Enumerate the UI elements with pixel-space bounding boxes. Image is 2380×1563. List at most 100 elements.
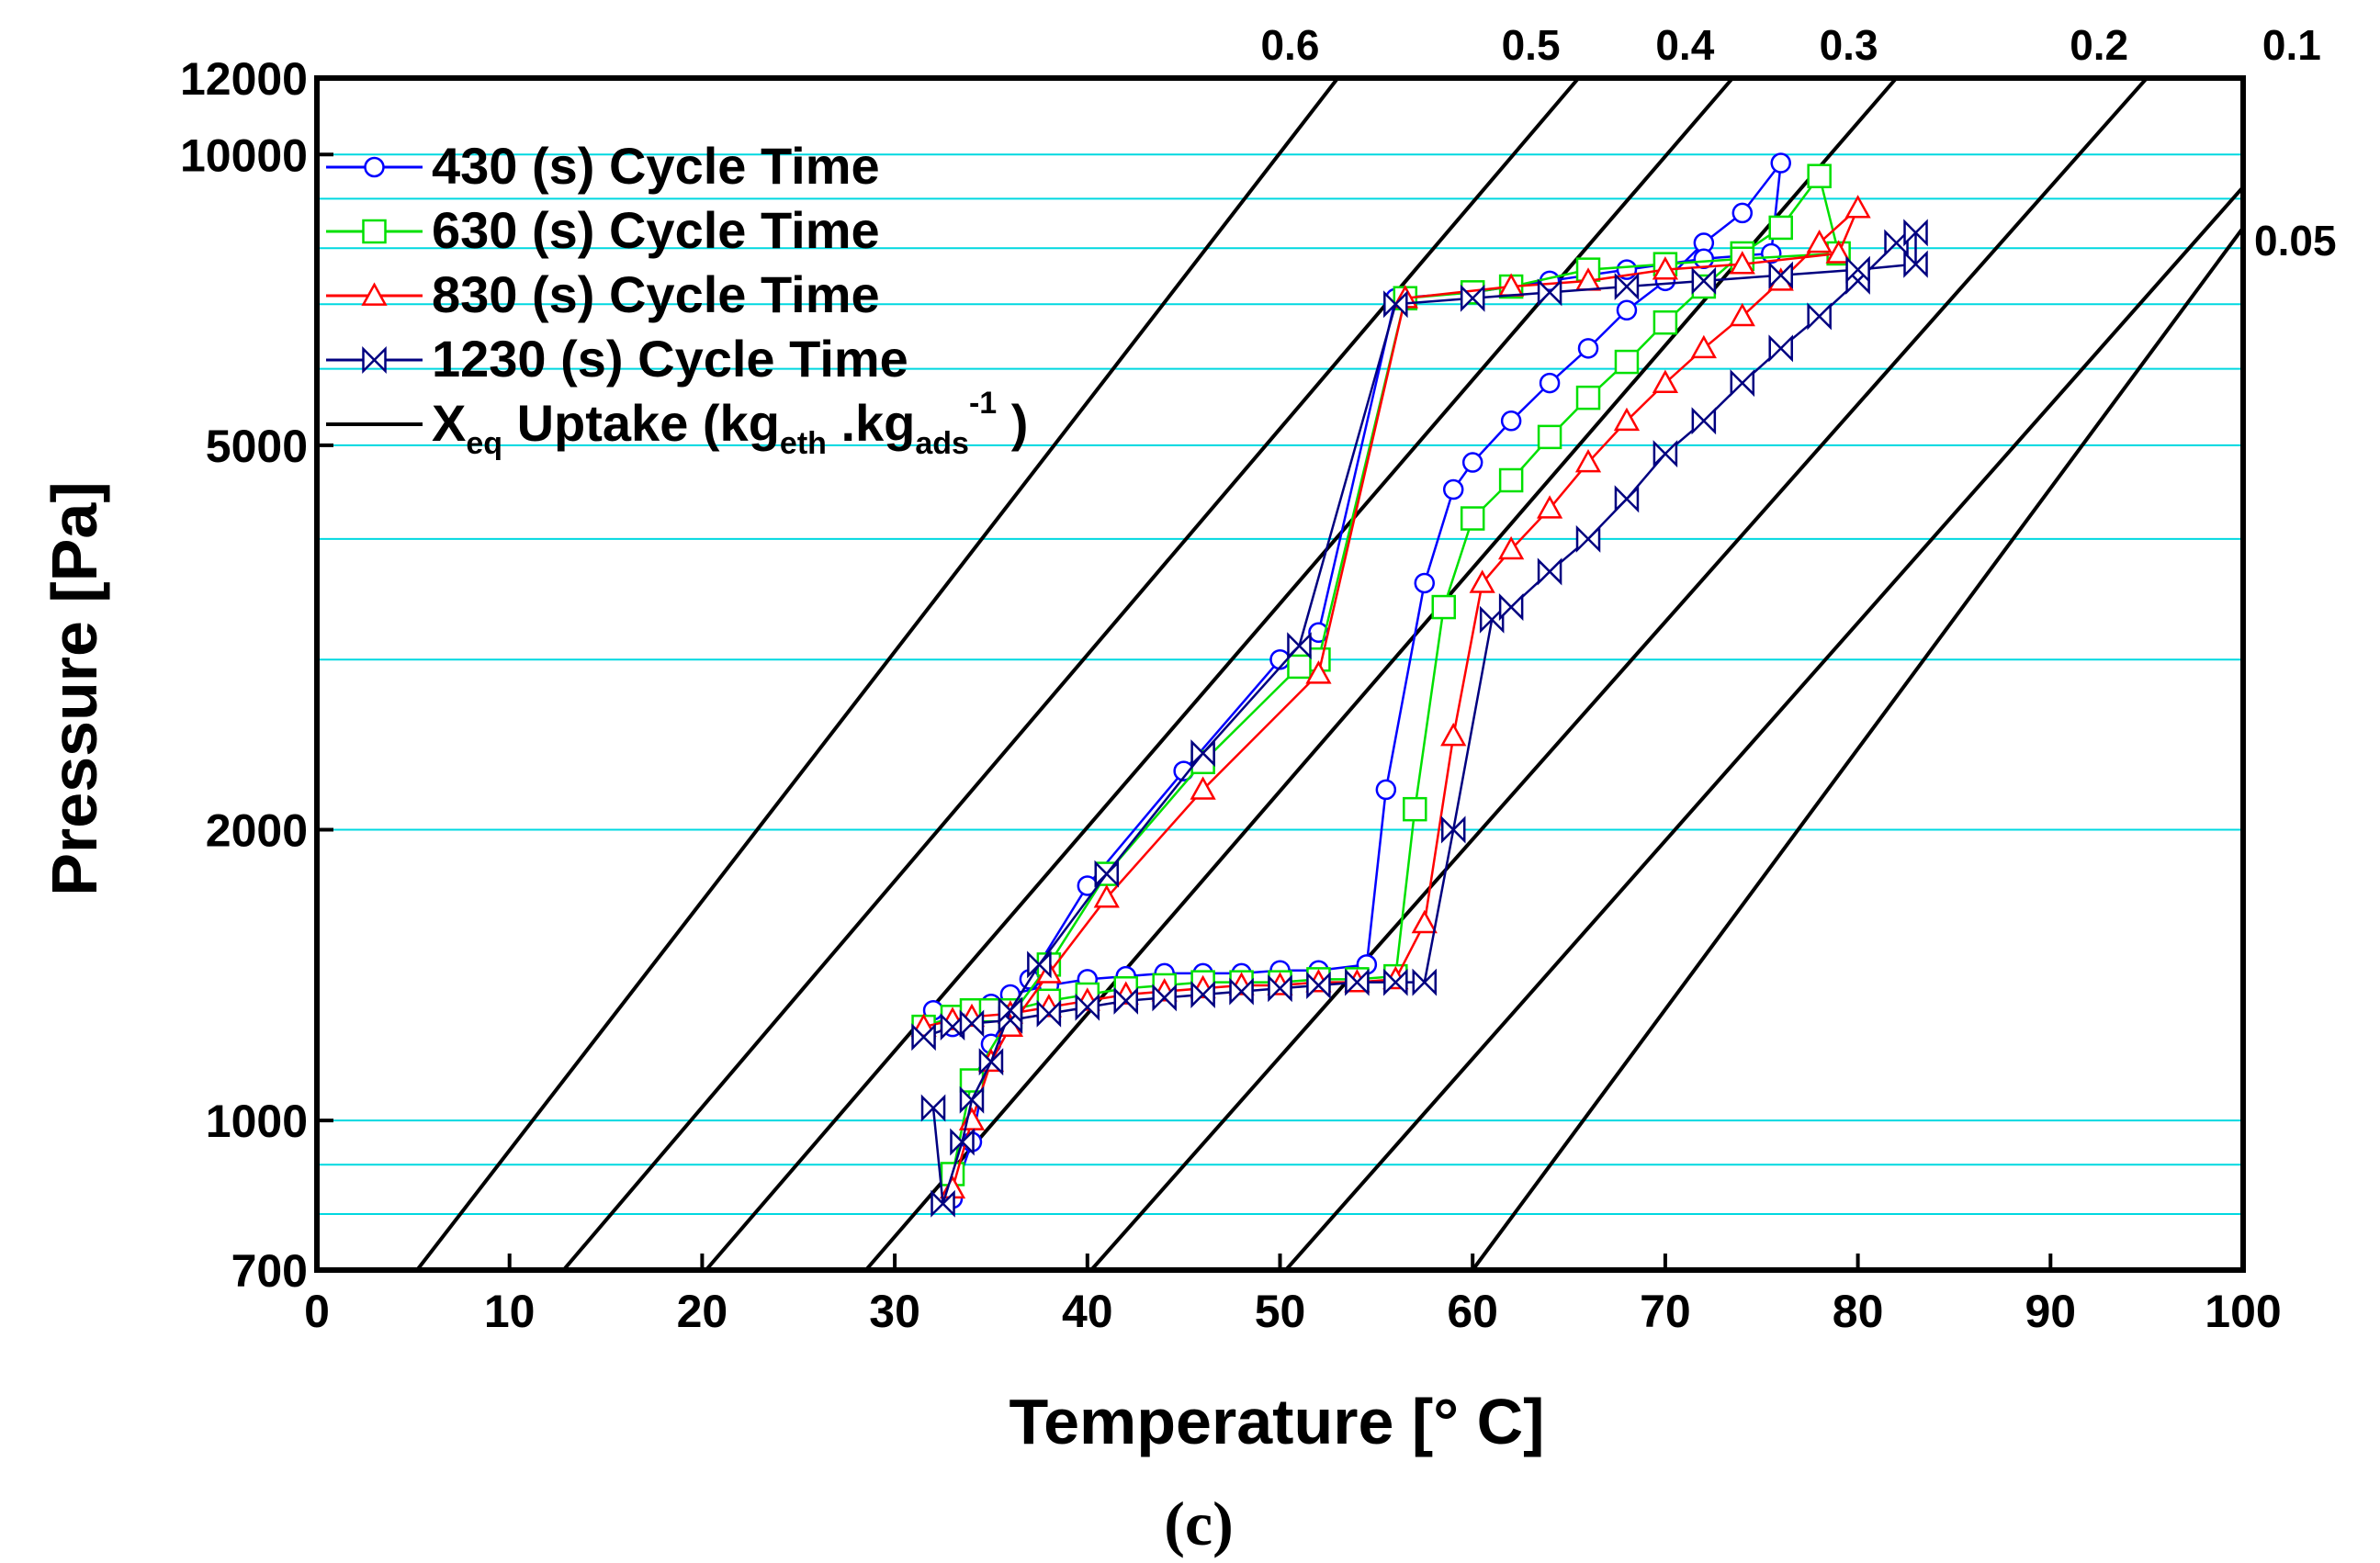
data-point: [1113, 986, 1138, 1015]
legend-swatch-marker: [364, 156, 385, 178]
data-point: [1807, 302, 1832, 331]
data-point: [959, 1085, 985, 1114]
data-point: [1844, 195, 1871, 219]
data-point: [1574, 448, 1602, 473]
data-point: [978, 1048, 1004, 1076]
data-point: [1730, 369, 1755, 398]
data-point: [1693, 248, 1715, 270]
x-tick-label: 80: [1833, 1286, 1884, 1337]
data-point: [1806, 229, 1833, 253]
x-tick-label: 90: [2025, 1286, 2076, 1337]
data-point: [1383, 290, 1408, 319]
legend-superscript: -1: [969, 386, 997, 421]
data-point: [1412, 968, 1438, 996]
data-point: [1442, 478, 1464, 500]
data-point: [1306, 971, 1331, 999]
data-point: [1411, 909, 1438, 934]
data-point: [1770, 152, 1791, 174]
data-point: [1027, 950, 1052, 979]
data-point: [1375, 779, 1397, 801]
isostere-label: 0.3: [1820, 21, 1878, 69]
legend-label: 630 (s) Cycle Time: [432, 201, 880, 259]
x-tick-label: 40: [1062, 1286, 1113, 1337]
data-point: [1469, 569, 1495, 593]
y-tick-label: 5000: [206, 421, 308, 472]
isostere-label: 0.4: [1655, 21, 1714, 69]
data-point: [1537, 424, 1562, 450]
x-tick-label: 100: [2205, 1286, 2281, 1337]
data-point: [1652, 440, 1678, 468]
isostere-label: 0.05: [2254, 217, 2337, 264]
isostere-line: [1089, 78, 2149, 1270]
legend-label: 1230 (s) Cycle Time: [432, 330, 908, 388]
data-point: [1825, 240, 1852, 264]
data-point: [1460, 506, 1485, 531]
x-tick-label: 60: [1447, 1286, 1498, 1337]
data-point: [1539, 372, 1561, 394]
isostere-label: 0.6: [1260, 21, 1319, 69]
data-point: [1768, 261, 1793, 289]
y-tick-label: 1000: [206, 1096, 308, 1147]
legend-text: Uptake (kg: [502, 394, 780, 452]
x-tick-label: 20: [677, 1286, 728, 1337]
data-point: [1729, 251, 1755, 275]
data-point: [1768, 215, 1793, 241]
data-point: [1614, 273, 1640, 301]
data-point: [1616, 299, 1638, 321]
legend: 430 (s) Cycle Time 630 (s) Cycle Time 830 …: [326, 137, 1028, 461]
data-point: [1575, 385, 1601, 410]
isostere-label: 0.5: [1502, 21, 1561, 69]
data-point: [1403, 796, 1427, 822]
y-tick-label: 2000: [206, 804, 308, 856]
data-point: [1498, 593, 1524, 622]
data-point: [1075, 993, 1100, 1021]
data-point: [1498, 535, 1525, 560]
data-point: [1190, 980, 1215, 1009]
data-point: [1431, 594, 1456, 620]
data-point: [1903, 250, 1928, 278]
data-point: [1461, 452, 1483, 473]
y-tick-label: 12000: [180, 53, 308, 105]
data-point: [1305, 660, 1332, 684]
data-point: [1614, 349, 1640, 375]
legend-label: 430 (s) Cycle Time: [432, 137, 880, 195]
data-point: [1652, 256, 1679, 280]
data-point: [931, 1189, 955, 1218]
data-point: [1440, 815, 1466, 844]
data-point: [1537, 278, 1562, 307]
data-point: [1287, 632, 1312, 660]
data-point: [1345, 968, 1370, 996]
data-point: [1094, 860, 1120, 888]
data-point: [1383, 968, 1408, 996]
isostere-lines: [415, 78, 2243, 1270]
data-point: [1652, 309, 1678, 335]
legend-label-isostere: Xeq Uptake (kgeth .kgads-1 ): [432, 386, 1028, 461]
x-tick-label: 50: [1255, 1286, 1306, 1337]
y-axis-title: Pressure [Pa]: [39, 481, 110, 895]
data-point: [1731, 202, 1754, 224]
x-tick-label: 0: [304, 1286, 330, 1337]
legend-text: .kg: [827, 394, 915, 452]
data-point: [1414, 572, 1436, 594]
data-point: [1268, 974, 1292, 1003]
y-tick-label: 10000: [180, 129, 308, 181]
data-point: [1460, 284, 1485, 312]
data-point: [1613, 407, 1641, 432]
isostere-line: [561, 78, 1581, 1270]
legend-swatch-marker: [361, 282, 388, 306]
data-series: [910, 152, 1928, 1218]
legend-text: X: [432, 394, 466, 452]
y-axis-ticks: 700 1000 2000 5000 10000 12000: [180, 53, 333, 1297]
legend-swatch-marker: [362, 345, 387, 375]
data-point: [1152, 984, 1177, 1012]
data-point: [1093, 884, 1120, 908]
x-tick-label: 70: [1640, 1286, 1691, 1337]
y-tick-label: 700: [231, 1245, 308, 1297]
data-point: [1807, 163, 1832, 188]
x-tick-label: 30: [869, 1286, 920, 1337]
data-point: [1845, 255, 1870, 284]
data-point: [1287, 654, 1312, 680]
x-tick-label: 10: [484, 1286, 536, 1337]
data-point: [1729, 302, 1755, 327]
